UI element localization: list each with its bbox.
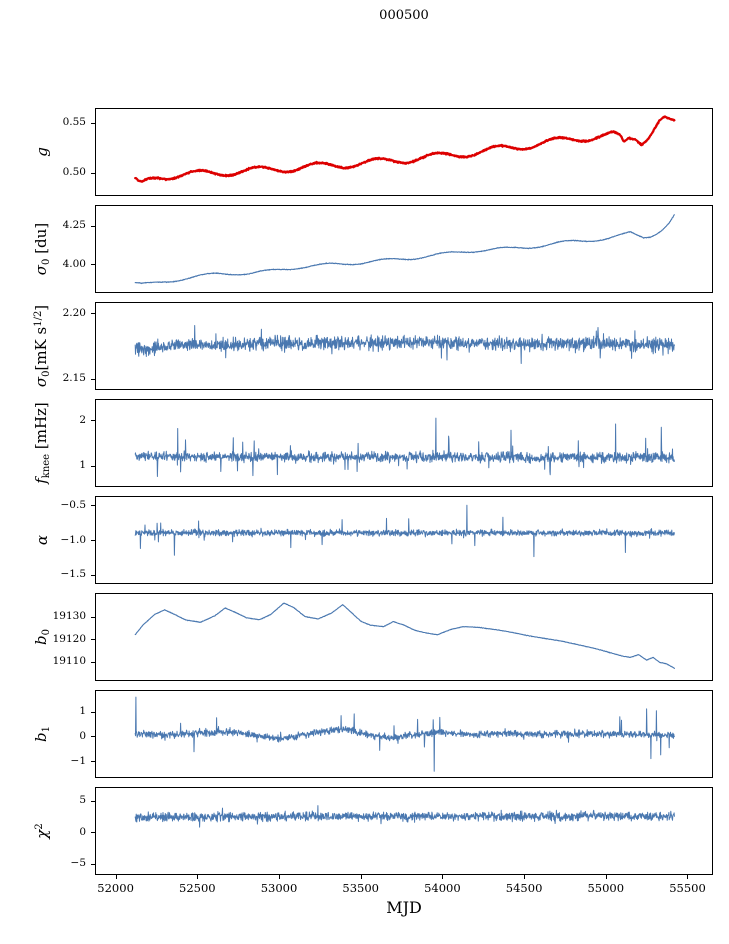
y-tick-mark <box>91 264 95 266</box>
y-tick-mark <box>91 761 95 763</box>
x-tick-label: 53500 <box>342 881 379 895</box>
y-tick-label: 2.15 <box>62 372 86 385</box>
y-tick-label: 19130 <box>52 610 86 623</box>
x-tick-mark <box>279 875 280 879</box>
y-axis-label-segment: [mHz] <box>32 402 50 454</box>
y-tick-label: 1 <box>79 705 86 718</box>
subplot-b1 <box>95 690 713 778</box>
y-tick-label: −0.5 <box>60 498 87 511</box>
series-b0 <box>134 602 675 669</box>
y-tick-mark <box>91 574 95 576</box>
y-tick-label: −5 <box>70 857 86 870</box>
y-tick-mark <box>91 711 95 713</box>
y-tick-label: 19120 <box>52 632 86 645</box>
y-tick-label: −1 <box>70 754 86 767</box>
y-tick-label: 0.50 <box>62 166 86 178</box>
plot-b1 <box>134 696 675 772</box>
y-tick-mark <box>91 639 95 641</box>
y-tick-mark <box>91 661 95 663</box>
y-tick-label: −1.5 <box>60 568 87 581</box>
series-fknee <box>134 417 675 477</box>
y-tick-label: 19110 <box>52 655 86 668</box>
figure-title: 000500 <box>379 8 429 23</box>
y-axis-label-segment: g <box>33 147 51 157</box>
y-axis-label-segment: f <box>32 478 50 484</box>
y-tick-label: −1.0 <box>60 533 87 546</box>
plot-sigma0-du <box>134 214 675 285</box>
x-tick-label: 55000 <box>587 881 625 895</box>
y-tick-mark <box>91 465 95 467</box>
y-tick-mark <box>91 800 95 802</box>
series-b1 <box>134 696 675 772</box>
y-tick-mark <box>91 863 95 865</box>
y-tick-mark <box>91 420 95 422</box>
x-tick-label: 53000 <box>260 881 298 895</box>
y-tick-mark <box>91 505 95 507</box>
x-tick-label: 55500 <box>669 881 706 895</box>
plot-fknee <box>134 417 675 477</box>
subplot-g <box>95 108 713 196</box>
y-tick-mark <box>91 225 95 227</box>
y-tick-label: 2 <box>79 413 86 426</box>
x-axis-title: MJD <box>386 898 422 917</box>
y-tick-label: 0.55 <box>62 116 86 128</box>
x-tick-label: 52000 <box>97 881 134 895</box>
y-tick-mark <box>91 736 95 738</box>
x-tick-mark <box>115 875 117 879</box>
y-tick-mark <box>91 172 95 174</box>
series-g-data <box>134 115 676 183</box>
x-tick-mark <box>605 875 607 879</box>
y-tick-label: 1 <box>79 459 86 472</box>
subplot-fknee <box>95 399 713 487</box>
x-tick-label: 52500 <box>179 881 216 895</box>
x-tick-mark <box>360 875 362 879</box>
y-tick-label: 4.25 <box>62 219 86 232</box>
y-tick-label: 0 <box>79 729 86 742</box>
subplot-sigma0-mK <box>95 302 713 390</box>
subplot-chi2 <box>95 787 713 875</box>
subplot-sigma0-du <box>95 205 713 293</box>
y-tick-mark <box>91 832 95 834</box>
subplot-b0 <box>95 593 713 681</box>
plot-alpha <box>134 504 675 558</box>
y-tick-mark <box>91 540 95 541</box>
x-tick-mark <box>442 875 444 879</box>
x-tick-mark <box>687 875 689 879</box>
plot-sigma0-mK <box>134 325 675 364</box>
plot-g <box>134 115 676 183</box>
plot-chi2 <box>134 805 675 828</box>
y-tick-label: 4.00 <box>62 257 86 270</box>
subplot-alpha <box>95 496 713 584</box>
plot-b0 <box>134 602 675 669</box>
series-g-fit <box>134 115 675 183</box>
series-sigma0-du <box>134 214 675 285</box>
y-tick-mark <box>91 122 95 124</box>
y-tick-label: 5 <box>79 794 86 807</box>
x-tick-label: 54500 <box>505 881 543 895</box>
series-sigma0-mK <box>134 325 675 364</box>
y-axis-label-g: g <box>33 147 51 157</box>
y-axis-label-segment: [mK s <box>32 326 50 371</box>
series-alpha <box>134 504 675 558</box>
x-tick-mark <box>524 875 526 879</box>
series-chi2 <box>134 805 675 828</box>
y-tick-label: 2.20 <box>62 306 86 319</box>
x-tick-mark <box>197 875 199 879</box>
y-tick-mark <box>91 378 95 380</box>
y-tick-mark <box>91 616 95 618</box>
y-tick-mark <box>91 313 95 315</box>
y-tick-label: 0 <box>79 825 86 838</box>
x-tick-label: 54000 <box>424 881 461 895</box>
